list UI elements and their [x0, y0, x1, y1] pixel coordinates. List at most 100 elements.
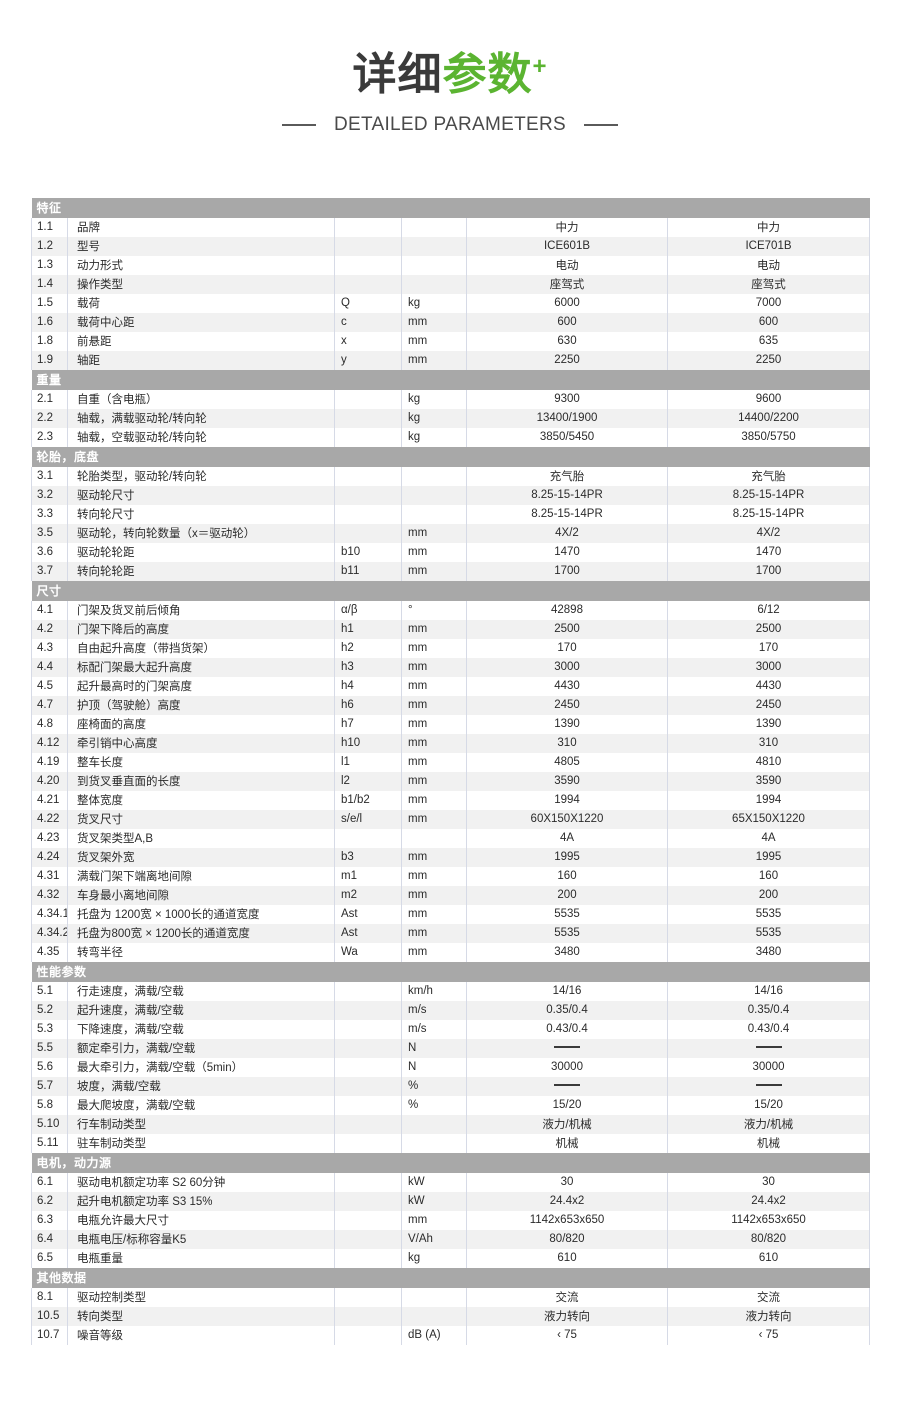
row-unit: mm: [401, 677, 467, 697]
row-number: 2.1: [31, 390, 68, 410]
row-value-2: 1390: [667, 715, 871, 735]
row-symbol: m2: [334, 886, 402, 906]
row-value-2: 1142x653x650: [667, 1211, 871, 1231]
row-symbol: [334, 1020, 402, 1040]
row-unit: [401, 218, 467, 238]
row-label: 额定牵引力，满载/空载: [67, 1039, 335, 1059]
row-value-1: 5535: [466, 905, 668, 925]
section-header-label: 性能参数: [31, 962, 870, 983]
row-label: 托盘为800宽 × 1200长的通道宽度: [67, 924, 335, 944]
row-value-2: 1470: [667, 543, 871, 563]
row-value-1: 液力转向: [466, 1307, 668, 1327]
table-row: 4.31 满载门架下端离地间隙 m1 mm 160 160: [31, 867, 871, 887]
table-row: 1.1 品牌 中力 中力: [31, 218, 871, 238]
row-value-2: 635: [667, 332, 871, 352]
row-value-1: 610: [466, 1249, 668, 1269]
row-value-2: 160: [667, 867, 871, 887]
row-symbol: l1: [334, 753, 402, 773]
row-symbol: [334, 1173, 402, 1193]
row-unit: mm: [401, 696, 467, 716]
row-label: 自由起升高度（带挡货架）: [67, 639, 335, 659]
row-value-2: 600: [667, 313, 871, 333]
row-unit: mm: [401, 791, 467, 811]
table-row: 6.3 电瓶允许最大尺寸 mm 1142x653x650 1142x653x650: [31, 1211, 871, 1231]
row-symbol: Ast: [334, 924, 402, 944]
row-value-1: 座驾式: [466, 275, 668, 295]
row-value-1: 600: [466, 313, 668, 333]
empty-value-dash-icon: [554, 1084, 580, 1087]
table-row: 3.1 轮胎类型，驱动轮/转向轮 充气胎 充气胎: [31, 467, 871, 487]
table-row: 5.6 最大牵引力，满载/空载（5min） N 30000 30000: [31, 1058, 871, 1078]
row-value-1: 4805: [466, 753, 668, 773]
table-row: 4.7 护顶（驾驶舱）高度 h6 mm 2450 2450: [31, 696, 871, 716]
row-value-2: 座驾式: [667, 275, 871, 295]
row-number: 4.35: [31, 943, 68, 963]
row-value-1: ‹ 75: [466, 1326, 668, 1346]
table-row: 2.1 自重（含电瓶） kg 9300 9600: [31, 390, 871, 410]
row-value-2: 200: [667, 886, 871, 906]
table-row: 1.4 操作类型 座驾式 座驾式: [31, 275, 871, 295]
section-header-label: 其他数据: [31, 1268, 870, 1289]
section-header-row: 轮胎，底盘: [31, 447, 870, 468]
row-symbol: [334, 1249, 402, 1269]
row-value-2: 3850/5750: [667, 428, 871, 448]
row-label: 轴载，空载驱动轮/转向轮: [67, 428, 335, 448]
row-number: 1.8: [31, 332, 68, 352]
row-unit: mm: [401, 620, 467, 640]
table-row: 4.20 到货叉垂直面的长度 l2 mm 3590 3590: [31, 772, 871, 792]
row-value-1: 1700: [466, 562, 668, 582]
row-symbol: Wa: [334, 943, 402, 963]
row-symbol: h7: [334, 715, 402, 735]
row-unit: kW: [401, 1192, 467, 1212]
row-label: 座椅面的高度: [67, 715, 335, 735]
row-value-2: 80/820: [667, 1230, 871, 1250]
row-number: 3.1: [31, 467, 68, 487]
row-number: 5.11: [31, 1134, 68, 1154]
row-value-2: ICE701B: [667, 237, 871, 257]
row-value-1: 4430: [466, 677, 668, 697]
row-value-1: 8.25-15-14PR: [466, 486, 668, 506]
row-symbol: [334, 237, 402, 257]
empty-value-dash-icon: [554, 1046, 580, 1049]
section-header-label: 重量: [31, 370, 870, 391]
section-header-row: 其他数据: [31, 1268, 870, 1289]
row-unit: [401, 467, 467, 487]
row-unit: [401, 829, 467, 849]
row-number: 4.1: [31, 601, 68, 621]
row-symbol: [334, 505, 402, 525]
row-symbol: Q: [334, 294, 402, 314]
row-number: 1.9: [31, 351, 68, 371]
section-header-label: 尺寸: [31, 581, 870, 602]
row-number: 5.3: [31, 1020, 68, 1040]
row-unit: mm: [401, 313, 467, 333]
row-value-1: 160: [466, 867, 668, 887]
row-value-1: 24.4x2: [466, 1192, 668, 1212]
row-label: 货叉架外宽: [67, 848, 335, 868]
table-row: 4.32 车身最小离地间隙 m2 mm 200 200: [31, 886, 871, 906]
row-unit: [401, 1115, 467, 1135]
table-row: 10.7 噪音等级 dB (A) ‹ 75 ‹ 75: [31, 1326, 871, 1346]
row-unit: [401, 256, 467, 276]
row-number: 5.1: [31, 982, 68, 1002]
row-unit: mm: [401, 524, 467, 544]
row-value-2: 电动: [667, 256, 871, 276]
row-symbol: h1: [334, 620, 402, 640]
table-row: 1.6 载荷中心距 c mm 600 600: [31, 313, 871, 333]
row-value-1: 2250: [466, 351, 668, 371]
row-unit: mm: [401, 810, 467, 830]
table-row: 5.1 行走速度，满载/空载 km/h 14/16 14/16: [31, 982, 871, 1002]
table-row: 1.3 动力形式 电动 电动: [31, 256, 871, 276]
table-row: 3.7 转向轮轮距 b11 mm 1700 1700: [31, 562, 871, 582]
row-label: 起升电机额定功率 S3 15%: [67, 1192, 335, 1212]
row-number: 6.1: [31, 1173, 68, 1193]
row-value-2: 2250: [667, 351, 871, 371]
table-row: 3.2 驱动轮尺寸 8.25-15-14PR 8.25-15-14PR: [31, 486, 871, 506]
row-value-2: 8.25-15-14PR: [667, 486, 871, 506]
row-label: 整体宽度: [67, 791, 335, 811]
row-unit: N: [401, 1039, 467, 1059]
section-header-row: 特征: [31, 198, 870, 219]
row-symbol: [334, 1230, 402, 1250]
row-number: 4.8: [31, 715, 68, 735]
row-value-2: 0.43/0.4: [667, 1020, 871, 1040]
row-value-2: 2500: [667, 620, 871, 640]
